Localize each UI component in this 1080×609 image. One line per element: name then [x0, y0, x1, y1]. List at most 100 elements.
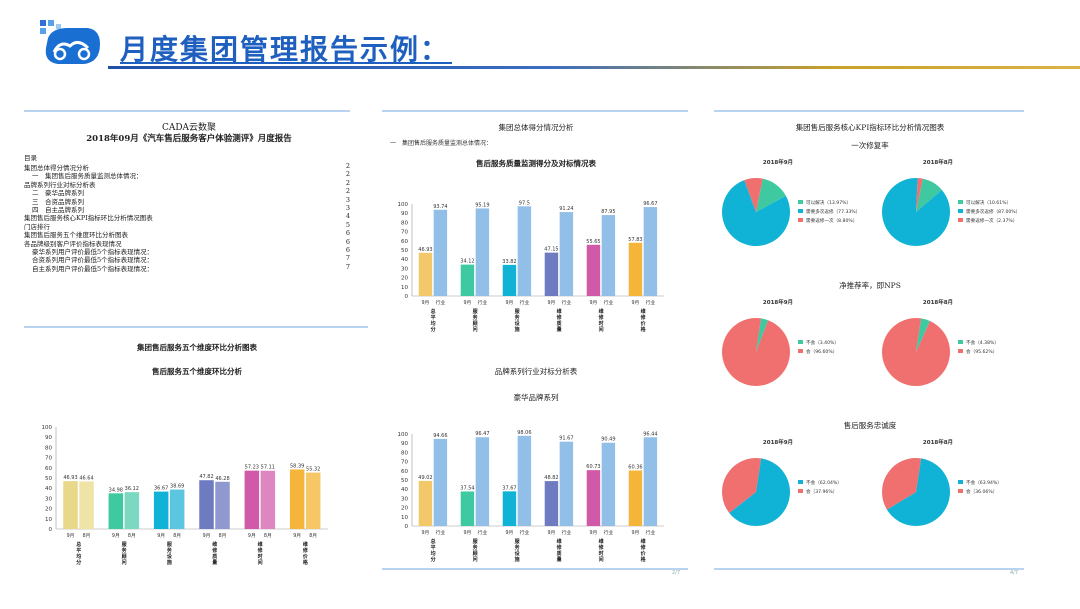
pie-period-label: 2018年9月	[763, 158, 793, 166]
bar-value-label: 46.64	[79, 475, 93, 481]
toc-item[interactable]: 豪华系列用户评价最低5个指标表现情况： 6	[24, 246, 350, 256]
bar	[628, 470, 643, 526]
panel-top-rule	[24, 110, 350, 112]
bar-value-label: 57.23	[245, 465, 259, 471]
bar	[260, 470, 276, 529]
toc-item[interactable]: 合资系列用户评价最低5个指标表现情况： 7	[24, 254, 350, 264]
pie-slice	[882, 458, 922, 510]
y-tick-label: 90	[401, 441, 408, 447]
bar	[628, 242, 643, 296]
pair-label: 8月	[309, 533, 317, 539]
y-tick-label: 100	[42, 425, 53, 431]
bar-value-label: 55.65	[586, 239, 600, 245]
category-label: 量	[557, 326, 562, 333]
bar-value-label: 98.06	[517, 430, 531, 436]
bar	[475, 437, 490, 526]
category-label: 平	[431, 544, 436, 551]
toc-item[interactable]: 一 集团售后服务质量监测总体情况： 2	[24, 170, 350, 181]
toc-item[interactable]: 二 豪华品牌系列 2	[24, 187, 350, 198]
pie-slice	[722, 458, 762, 513]
section-title: 集团售后服务五个维度环比分析图表	[137, 343, 257, 352]
toc-item-label: 一 集团售后服务质量监测总体情况：	[32, 172, 143, 181]
bar	[460, 264, 475, 296]
toc-item[interactable]: 集团售后服务五个维度环比分析图表 6	[24, 229, 350, 239]
bar	[643, 437, 658, 526]
category-label: 施	[514, 556, 520, 563]
bar-value-label: 94.66	[433, 433, 447, 439]
toc-item[interactable]: 各品牌级别客户评价指标表现情况 6	[24, 238, 350, 248]
pair-label: 9月	[422, 300, 430, 306]
legend-swatch	[958, 480, 963, 484]
pair-label: 行业	[604, 529, 614, 536]
category-label: 务	[122, 547, 128, 554]
pair-label: 行业	[436, 299, 446, 306]
toc-item-label: 集团售后服务核心KPI指标环比分析情况图表	[24, 214, 153, 223]
category-label: 质	[557, 320, 562, 327]
legend-swatch	[798, 489, 803, 493]
bar-value-label: 55.32	[306, 467, 320, 473]
toc-item[interactable]: 自主系列用户评价最低5个指标表现情况： 7	[24, 262, 350, 273]
chart-title: 豪华品牌系列	[513, 393, 559, 402]
bar-value-label: 90.49	[601, 437, 615, 443]
pair-label: 行业	[562, 299, 572, 306]
bar	[79, 481, 94, 529]
toc-item[interactable]: 门店排行 5	[24, 221, 350, 231]
toc-item-label: 二 豪华品牌系列	[32, 189, 84, 198]
category-label: 间	[258, 559, 263, 566]
legend-label: 需要返修一次（8.80%）	[806, 217, 857, 224]
toc-item[interactable]: 三 合资品牌系列 3	[24, 196, 350, 206]
group-score-panel: 集团总体得分情况分析 一 集团售后服务质量监测总体情况： 售后服务质量监测得分及…	[382, 110, 690, 576]
toc-item[interactable]: 品牌系列行业对标分析表 2	[24, 179, 350, 189]
bar-value-label: 34.12	[460, 259, 474, 265]
pair-label: 行业	[478, 529, 488, 536]
bar	[215, 481, 230, 529]
pie-period-label: 2018年9月	[763, 438, 793, 446]
pair-label: 行业	[562, 529, 572, 536]
bar	[108, 493, 124, 529]
category-label: 维	[557, 308, 562, 315]
y-tick-label: 0	[405, 524, 409, 530]
toc-item-label: 集团总体得分情况分析	[24, 164, 89, 172]
category-label: 务	[515, 314, 521, 321]
page-number: 2/7	[672, 570, 681, 576]
toc-item-page: 6	[345, 229, 350, 238]
toc-item[interactable]: 集团售后服务核心KPI指标环比分析情况图表 4	[24, 212, 350, 223]
legend-swatch	[798, 340, 803, 344]
category-label: 平	[431, 314, 436, 321]
bar-value-label: 47.82	[199, 474, 213, 480]
pair-label: 行业	[478, 299, 488, 306]
sub-title: 一 集团售后服务质量监测总体情况：	[390, 140, 493, 147]
category-label: 维	[599, 538, 604, 545]
bar-value-label: 57.11	[261, 465, 275, 471]
y-tick-label: 30	[401, 266, 408, 272]
category-label: 格	[641, 326, 647, 333]
category-label: 务	[515, 544, 521, 551]
pie-period-label: 2018年8月	[923, 438, 953, 446]
toc-item-page: 4	[345, 212, 350, 221]
pair-label: 8月	[83, 533, 91, 539]
bar	[63, 481, 78, 529]
category-label: 务	[473, 544, 479, 551]
toc-item[interactable]: 集团总体得分情况分析 2	[24, 162, 350, 172]
pair-label: 行业	[520, 299, 530, 306]
y-tick-label: 10	[401, 515, 408, 521]
toc-item-page: 2	[345, 162, 350, 170]
y-tick-label: 0	[405, 294, 409, 300]
bar	[418, 480, 433, 526]
category-label: 总	[76, 541, 81, 548]
bar-value-label: 38.69	[170, 484, 184, 490]
title-divider	[108, 66, 1080, 69]
bar	[124, 492, 140, 529]
category-label: 分	[431, 326, 436, 333]
category-label: 间	[599, 556, 604, 563]
toc-item-page: 7	[345, 262, 350, 271]
toc-item[interactable]: 四 自主品牌系列 3	[24, 204, 350, 214]
y-tick-label: 70	[401, 230, 408, 236]
pair-label: 9月	[203, 533, 211, 539]
category-label: 均	[431, 550, 436, 557]
category-label: 务	[167, 547, 173, 554]
toc-item-page: 7	[345, 254, 350, 263]
